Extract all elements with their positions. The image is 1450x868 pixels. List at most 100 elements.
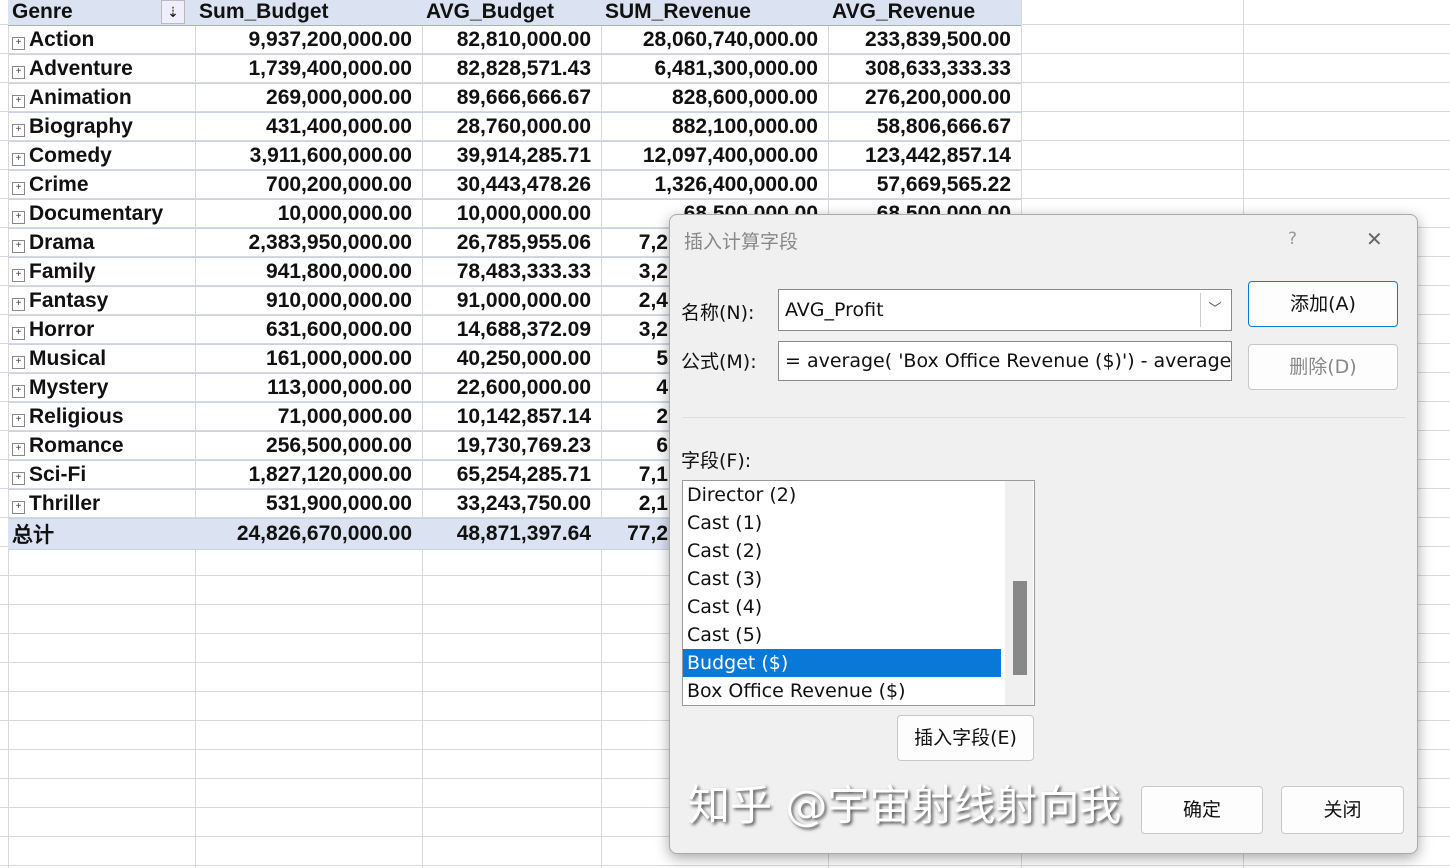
value-cell[interactable]: 24,826,670,000.00 (195, 517, 422, 550)
value-cell[interactable]: 26,785,955.06 (422, 228, 601, 258)
value-cell[interactable]: 33,243,750.00 (422, 489, 601, 519)
expand-icon[interactable]: + (12, 65, 25, 79)
insert-field-button[interactable]: 插入字段(E) (897, 715, 1034, 761)
scrollbar-thumb[interactable] (1013, 581, 1027, 675)
field-list-item[interactable]: Cast (1) (687, 512, 763, 534)
field-list-item[interactable]: Cast (4) (687, 596, 763, 618)
value-cell[interactable]: 3,911,600,000.00 (195, 141, 422, 171)
name-combobox[interactable]: AVG_Profit ﹀ (778, 289, 1232, 331)
value-cell[interactable]: 19,730,769.23 (422, 431, 601, 461)
value-cell[interactable]: 941,800,000.00 (195, 257, 422, 287)
formula-input[interactable]: = average( 'Box Office Revenue ($)') - a… (778, 341, 1232, 381)
value-cell[interactable]: 28,060,740,000.00 (601, 25, 828, 55)
value-cell[interactable]: 882,100,000.00 (601, 112, 828, 142)
value-cell[interactable]: 276,200,000.00 (828, 83, 1021, 113)
expand-icon[interactable]: + (12, 181, 25, 195)
value-cell[interactable]: 308,633,333.33 (828, 54, 1021, 84)
header-avg-revenue[interactable]: AVG_Revenue (828, 0, 1021, 26)
header-avg-budget[interactable]: AVG_Budget (422, 0, 601, 26)
field-list-item[interactable]: Cast (5) (687, 624, 763, 646)
value-cell[interactable]: 82,828,571.43 (422, 54, 601, 84)
genre-cell[interactable]: + Action (8, 25, 195, 55)
genre-cell[interactable]: + Documentary (8, 199, 195, 229)
value-cell[interactable]: 631,600,000.00 (195, 315, 422, 345)
genre-cell[interactable]: + Religious (8, 402, 195, 432)
delete-button[interactable]: 删除(D) (1248, 344, 1398, 390)
value-cell[interactable]: 10,142,857.14 (422, 402, 601, 432)
expand-icon[interactable]: + (12, 326, 25, 340)
value-cell[interactable]: 57,669,565.22 (828, 170, 1021, 200)
value-cell[interactable]: 58,806,666.67 (828, 112, 1021, 142)
value-cell[interactable]: 48,871,397.64 (422, 517, 601, 550)
value-cell[interactable]: 65,254,285.71 (422, 460, 601, 490)
field-list-item[interactable]: Cast (3) (687, 568, 763, 590)
genre-cell[interactable]: + Musical (8, 344, 195, 374)
genre-cell[interactable]: + Adventure (8, 54, 195, 84)
value-cell[interactable]: 9,937,200,000.00 (195, 25, 422, 55)
genre-cell[interactable]: 总计 (8, 517, 195, 550)
expand-icon[interactable]: + (12, 94, 25, 108)
value-cell[interactable]: 12,097,400,000.00 (601, 141, 828, 171)
chevron-down-icon[interactable]: ﹀ (1200, 293, 1229, 327)
field-list-item[interactable]: Director (2) (687, 484, 797, 506)
header-genre[interactable]: Genre ⇣ (8, 0, 195, 26)
genre-cell[interactable]: + Sci-Fi (8, 460, 195, 490)
value-cell[interactable]: 39,914,285.71 (422, 141, 601, 171)
value-cell[interactable]: 10,000,000.00 (195, 199, 422, 229)
value-cell[interactable]: 910,000,000.00 (195, 286, 422, 316)
add-button[interactable]: 添加(A) (1248, 281, 1398, 327)
value-cell[interactable]: 1,739,400,000.00 (195, 54, 422, 84)
expand-icon[interactable]: + (12, 239, 25, 253)
value-cell[interactable]: 123,442,857.14 (828, 141, 1021, 171)
expand-icon[interactable]: + (12, 210, 25, 224)
genre-cell[interactable]: + Crime (8, 170, 195, 200)
value-cell[interactable]: 78,483,333.33 (422, 257, 601, 287)
value-cell[interactable]: 6,481,300,000.00 (601, 54, 828, 84)
value-cell[interactable]: 161,000,000.00 (195, 344, 422, 374)
header-sum-revenue[interactable]: SUM_Revenue (601, 0, 828, 26)
close-button[interactable]: 关闭 (1281, 786, 1404, 834)
genre-cell[interactable]: + Thriller (8, 489, 195, 519)
value-cell[interactable]: 828,600,000.00 (601, 83, 828, 113)
genre-cell[interactable]: + Comedy (8, 141, 195, 171)
help-icon[interactable]: ? (1288, 229, 1298, 249)
expand-icon[interactable]: + (12, 123, 25, 137)
value-cell[interactable]: 91,000,000.00 (422, 286, 601, 316)
value-cell[interactable]: 113,000,000.00 (195, 373, 422, 403)
expand-icon[interactable]: + (12, 471, 25, 485)
value-cell[interactable]: 30,443,478.26 (422, 170, 601, 200)
value-cell[interactable]: 1,827,120,000.00 (195, 460, 422, 490)
value-cell[interactable]: 233,839,500.00 (828, 25, 1021, 55)
expand-icon[interactable]: + (12, 36, 25, 50)
value-cell[interactable]: 40,250,000.00 (422, 344, 601, 374)
sort-filter-icon[interactable]: ⇣ (161, 0, 185, 25)
value-cell[interactable]: 2,383,950,000.00 (195, 228, 422, 258)
value-cell[interactable]: 71,000,000.00 (195, 402, 422, 432)
value-cell[interactable]: 22,600,000.00 (422, 373, 601, 403)
genre-cell[interactable]: + Mystery (8, 373, 195, 403)
close-icon[interactable]: ✕ (1366, 227, 1383, 251)
value-cell[interactable]: 89,666,666.67 (422, 83, 601, 113)
expand-icon[interactable]: + (12, 152, 25, 166)
value-cell[interactable]: 10,000,000.00 (422, 199, 601, 229)
value-cell[interactable]: 431,400,000.00 (195, 112, 422, 142)
expand-icon[interactable]: + (12, 384, 25, 398)
value-cell[interactable]: 28,760,000.00 (422, 112, 601, 142)
expand-icon[interactable]: + (12, 442, 25, 456)
value-cell[interactable]: 531,900,000.00 (195, 489, 422, 519)
value-cell[interactable]: 82,810,000.00 (422, 25, 601, 55)
genre-cell[interactable]: + Family (8, 257, 195, 287)
genre-cell[interactable]: + Romance (8, 431, 195, 461)
expand-icon[interactable]: + (12, 355, 25, 369)
value-cell[interactable]: 14,688,372.09 (422, 315, 601, 345)
ok-button[interactable]: 确定 (1141, 786, 1263, 834)
expand-icon[interactable]: + (12, 268, 25, 282)
scrollbar[interactable] (1005, 481, 1033, 705)
value-cell[interactable]: 700,200,000.00 (195, 170, 422, 200)
expand-icon[interactable]: + (12, 297, 25, 311)
field-list-item[interactable]: Budget ($) (683, 649, 1001, 677)
expand-icon[interactable]: + (12, 500, 25, 514)
genre-cell[interactable]: + Drama (8, 228, 195, 258)
field-list-item[interactable]: Cast (2) (687, 540, 763, 562)
genre-cell[interactable]: + Fantasy (8, 286, 195, 316)
